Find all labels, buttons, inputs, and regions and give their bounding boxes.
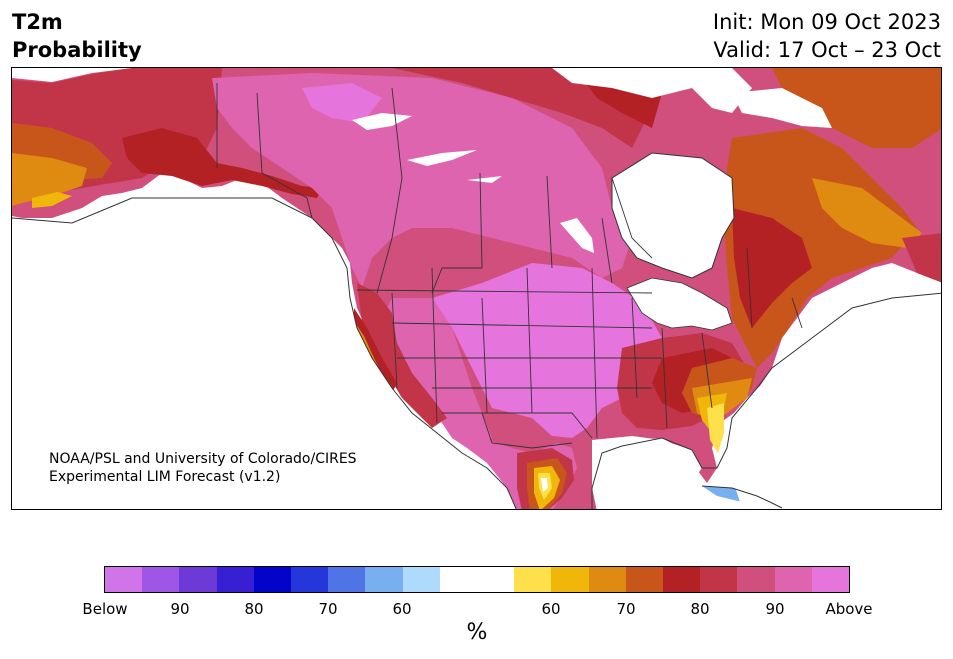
great-slave-lake bbox=[407, 150, 477, 166]
tick-below-60: 60 bbox=[392, 600, 412, 618]
lake-athabasca bbox=[467, 176, 502, 183]
north-canada-above-80 bbox=[392, 68, 652, 148]
florida-above-55 bbox=[707, 403, 724, 453]
east-canada-above-70 bbox=[724, 128, 917, 368]
colorbar-cell-3 bbox=[216, 567, 254, 592]
colorbar-cell-18 bbox=[774, 567, 812, 592]
gulf-of-mexico bbox=[592, 436, 702, 508]
colorbar-cell-14 bbox=[625, 567, 664, 592]
tick-above-60: 60 bbox=[541, 600, 561, 618]
credit-line-2: Experimental LIM Forecast (v1.2) bbox=[49, 469, 281, 485]
east-canada-above-75 bbox=[732, 208, 812, 328]
alaska-above-65 bbox=[12, 153, 87, 206]
baffin-water bbox=[732, 88, 832, 128]
coastlines bbox=[12, 152, 941, 509]
valid-range: Valid: 17 Oct – 23 Oct bbox=[713, 38, 941, 62]
east-canada-above-65 bbox=[812, 178, 922, 248]
lake-winnipeg bbox=[560, 218, 594, 253]
colorbar-cell-11 bbox=[514, 567, 552, 592]
title-left: T2m Probability bbox=[12, 8, 142, 64]
canada-above-light bbox=[302, 83, 382, 123]
colorbar-cell-8 bbox=[402, 567, 440, 592]
west-coast-above-75 bbox=[354, 308, 397, 393]
colorbar-cell-0 bbox=[105, 567, 143, 592]
us-plains-above-90 bbox=[382, 298, 492, 446]
title-right: Init: Mon 09 Oct 2023 Valid: 17 Oct – 23… bbox=[713, 8, 941, 64]
labrador-above-70 bbox=[772, 68, 941, 148]
probability-title: Probability bbox=[12, 38, 142, 62]
tick-above-90: 90 bbox=[765, 600, 785, 618]
great-lakes bbox=[626, 277, 733, 331]
map-panel bbox=[11, 67, 942, 510]
alaska-above-60 bbox=[32, 192, 72, 208]
great-bear-lake bbox=[352, 113, 412, 130]
tick-above-80: 80 bbox=[690, 600, 710, 618]
pacific bbox=[12, 198, 517, 509]
colorbar-cell-9 bbox=[439, 567, 478, 592]
state-province-borders bbox=[216, 83, 803, 449]
colorbar-cell-2 bbox=[179, 567, 217, 592]
variable-title: T2m bbox=[12, 10, 63, 34]
colorbar-cell-13 bbox=[588, 567, 626, 592]
tick-below-90: 90 bbox=[170, 600, 190, 618]
tick-above: Above bbox=[825, 600, 873, 618]
colorbar-cell-16 bbox=[700, 567, 738, 592]
colorbar-cell-12 bbox=[551, 567, 589, 592]
alaska-above-75 bbox=[122, 128, 322, 198]
tick-below-70: 70 bbox=[318, 600, 338, 618]
colorbar bbox=[104, 566, 850, 593]
tick-below: Below bbox=[82, 600, 128, 618]
init-date: Init: Mon 09 Oct 2023 bbox=[712, 10, 941, 34]
colorbar-cell-10 bbox=[477, 567, 515, 592]
credit-text: NOAA/PSL and University of Colorado/CIRE… bbox=[49, 450, 357, 486]
colorbar-cell-19 bbox=[811, 567, 850, 592]
mexico-center-blank bbox=[541, 478, 548, 492]
canada-above-90 bbox=[212, 73, 632, 288]
colorbar-cell-7 bbox=[365, 567, 403, 592]
unit-label: % bbox=[466, 620, 488, 645]
colorbar-cell-6 bbox=[328, 567, 366, 592]
hudson-bay bbox=[612, 153, 734, 278]
arctic-water bbox=[552, 68, 752, 113]
colorbar-cell-4 bbox=[253, 567, 292, 592]
us-interior-above-light bbox=[432, 263, 662, 438]
tick-above-70: 70 bbox=[616, 600, 636, 618]
colorbar-cell-1 bbox=[142, 567, 180, 592]
colorbar-cell-5 bbox=[291, 567, 329, 592]
greenland-edge-above-80 bbox=[902, 233, 941, 283]
forecast-map bbox=[12, 68, 941, 509]
credit-line-1: NOAA/PSL and University of Colorado/CIRE… bbox=[49, 451, 357, 467]
tick-below-80: 80 bbox=[244, 600, 264, 618]
colorbar-cell-17 bbox=[737, 567, 775, 592]
atlantic bbox=[732, 293, 941, 509]
west-coast-above-80 bbox=[357, 283, 447, 428]
colorbar-cell-15 bbox=[663, 567, 701, 592]
